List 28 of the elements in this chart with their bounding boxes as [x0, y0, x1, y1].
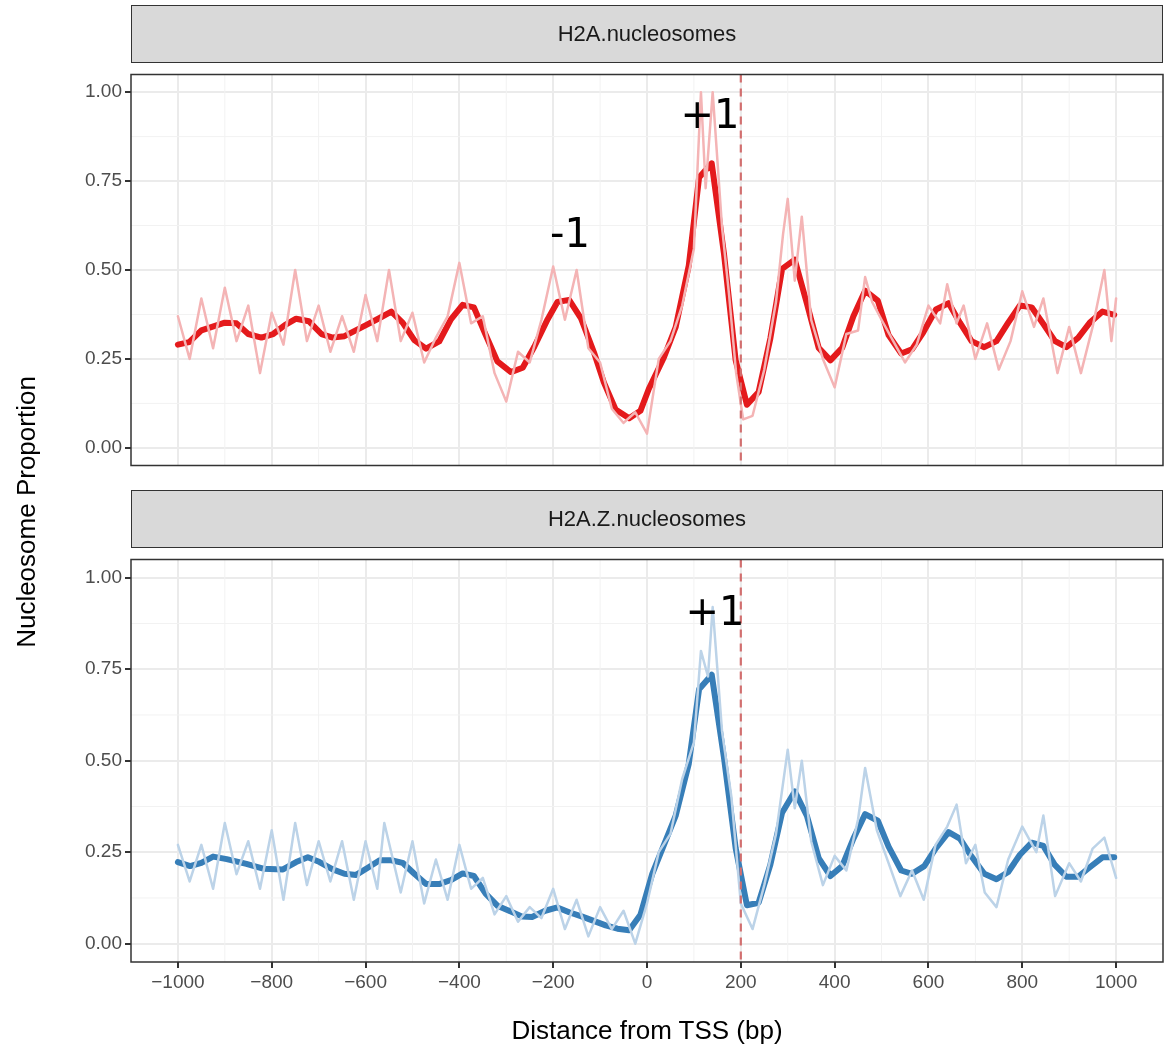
- y-tick-label: 0.50: [85, 258, 122, 280]
- x-tick-label: −1000: [151, 970, 205, 992]
- y-tick-label: 0.75: [85, 169, 122, 191]
- x-tick-label: −400: [437, 970, 481, 992]
- x-axis-title: Distance from TSS (bp): [511, 1014, 783, 1045]
- x-tick-label: 1000: [1094, 970, 1138, 992]
- chart-title: H2A.nucleosomes: [131, 5, 1163, 63]
- x-tick-label: −600: [344, 970, 387, 992]
- y-tick-label: 0.00: [85, 436, 122, 458]
- y-tick-label: 0.50: [85, 748, 122, 770]
- y-tick-label: 1.00: [85, 565, 122, 587]
- x-tick-label: 0: [641, 970, 653, 992]
- x-tick-label: −800: [250, 970, 294, 992]
- annotation: +1: [685, 588, 745, 635]
- y-tick-label: 0.75: [85, 657, 122, 679]
- x-tick-label: 200: [724, 970, 757, 992]
- chart-title: H2A.Z.nucleosomes: [131, 490, 1163, 548]
- annotation: +1: [680, 91, 740, 138]
- x-tick-label: −200: [531, 970, 575, 992]
- y-tick-label: 1.00: [85, 80, 122, 102]
- x-tick-label: 600: [912, 970, 945, 992]
- y-tick-label: 0.25: [85, 840, 122, 862]
- x-tick-label: 800: [1006, 970, 1039, 992]
- y-axis-title: Nucleosome Proportion: [10, 376, 42, 648]
- annotation: -1: [550, 210, 590, 257]
- y-tick-label: 0.00: [85, 931, 122, 953]
- x-tick-label: 400: [818, 970, 851, 992]
- y-tick-label: 0.25: [85, 347, 122, 369]
